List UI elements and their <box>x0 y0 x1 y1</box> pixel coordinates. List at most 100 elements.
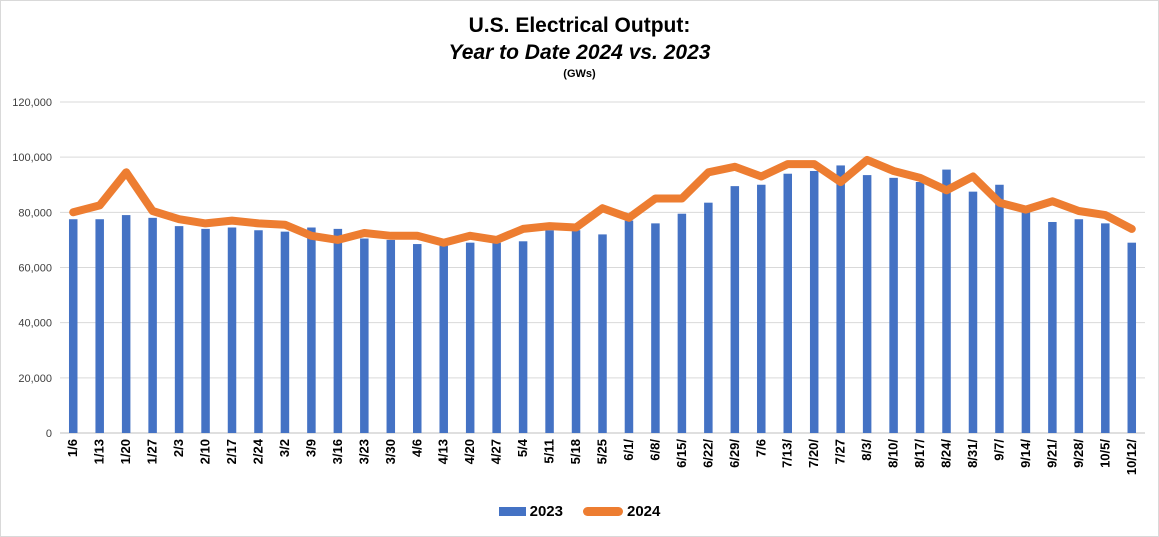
line-2024 <box>69 155 1136 247</box>
x-tick-label: 7/13/ <box>780 439 795 468</box>
x-tick-label: 1/27 <box>145 439 160 464</box>
y-tick-label: 0 <box>46 428 52 440</box>
x-tick-label: 10/12/ <box>1124 439 1139 476</box>
x-tick-label: 6/22/ <box>700 439 715 468</box>
bar-2023 <box>1048 221 1057 433</box>
x-tick-label: 8/3/ <box>859 439 874 461</box>
x-tick-label: 5/11 <box>542 439 557 464</box>
bar-2023 <box>704 202 713 433</box>
x-tick-label: 3/16 <box>330 439 345 464</box>
legend-label-2024: 2024 <box>627 503 661 520</box>
bar-2023 <box>889 177 898 433</box>
bar-2023 <box>465 242 475 433</box>
bar-2023 <box>1101 223 1110 433</box>
x-tick-label: 7/27 <box>833 439 848 464</box>
y-tick-label: 100,000 <box>12 152 52 164</box>
bar-2023 <box>942 169 951 433</box>
x-tick-label: 3/2 <box>277 439 292 457</box>
bar-2023 <box>148 217 157 433</box>
bar-2023 <box>386 239 396 433</box>
x-tick-label: 6/29/ <box>727 439 742 468</box>
x-tick-label: 10/5/ <box>1097 439 1112 468</box>
bar-2023 <box>68 219 78 433</box>
x-tick-label: 2/24 <box>250 438 265 464</box>
x-tick-label: 4/20 <box>462 439 477 464</box>
legend-swatch-2024 <box>583 507 623 516</box>
x-tick-label: 8/31/ <box>965 439 980 468</box>
bar-2023 <box>651 223 660 433</box>
x-tick-label: 4/6 <box>409 439 424 457</box>
bar-2023 <box>518 241 528 433</box>
x-tick-label: 9/21/ <box>1044 439 1059 468</box>
chart-title: U.S. Electrical Output: <box>468 14 691 37</box>
bar-2023 <box>360 238 369 433</box>
bar-2023 <box>1127 242 1137 433</box>
x-tick-label: 5/25 <box>595 439 610 464</box>
bar-2023 <box>1074 219 1084 433</box>
bar-2023 <box>95 219 104 433</box>
x-tick-label: 8/17/ <box>912 439 927 468</box>
bar-2023 <box>915 181 925 433</box>
bar-2023 <box>413 244 422 433</box>
legend: 2023 2024 <box>1 503 1158 520</box>
x-tick-label: 3/9 <box>303 439 318 457</box>
chart-units: (GWs) <box>563 68 596 80</box>
bar-2023 <box>995 184 1004 433</box>
y-tick-label: 60,000 <box>18 263 52 275</box>
bar-2023 <box>333 228 343 433</box>
bar-2023 <box>571 230 581 433</box>
y-tick-label: 120,000 <box>12 97 52 109</box>
x-tick-label: 2/3 <box>171 439 186 457</box>
chart-subtitle: Year to Date 2024 vs. 2023 <box>448 41 711 64</box>
x-tick-label: 8/10/ <box>886 439 901 468</box>
y-tick-label: 80,000 <box>18 207 52 219</box>
x-tick-label: 9/14/ <box>1018 439 1033 468</box>
x-tick-label: 7/20/ <box>806 439 821 468</box>
bar-2023 <box>809 170 819 434</box>
x-tick-label: 7/6 <box>753 439 768 457</box>
x-tick-label: 5/4 <box>515 438 530 457</box>
bar-2023 <box>174 226 184 433</box>
x-tick-label: 4/27 <box>489 439 504 464</box>
bar-2023 <box>968 191 978 433</box>
x-tick-label: 8/24/ <box>939 439 954 468</box>
bar-2023 <box>862 175 872 434</box>
x-tick-label: 6/15/ <box>674 439 689 468</box>
bar-2023 <box>201 228 210 433</box>
bar-2023 <box>545 230 554 433</box>
x-tick-label: 3/30 <box>383 439 398 464</box>
legend-label-2023: 2023 <box>529 503 563 520</box>
bar-2023 <box>254 230 263 433</box>
bar-2023 <box>757 184 766 433</box>
bar-2023 <box>730 186 740 433</box>
x-tick-label: 1/20 <box>118 439 133 464</box>
bar-2023 <box>677 213 687 433</box>
legend-swatch-2023 <box>498 507 526 516</box>
legend-item-2024: 2024 <box>583 503 660 520</box>
x-tick-label: 3/23 <box>356 439 371 464</box>
x-tick-label: 6/1/ <box>621 439 636 461</box>
bar-2023 <box>598 234 607 433</box>
x-tick-label: 9/28/ <box>1071 439 1086 468</box>
legend-item-2023: 2023 <box>498 503 563 520</box>
bar-2023 <box>307 227 316 433</box>
y-tick-label: 20,000 <box>18 373 52 385</box>
bar-2023 <box>1021 212 1031 433</box>
bar-2023 <box>121 215 131 433</box>
x-tick-label: 1/6 <box>65 439 80 457</box>
x-tick-label: 1/13 <box>92 439 107 464</box>
bar-2023 <box>227 227 237 433</box>
bar-2023 <box>280 231 290 433</box>
x-tick-label: 5/18 <box>568 439 583 464</box>
x-tick-label: 6/8/ <box>647 439 662 461</box>
bar-2023 <box>492 242 501 433</box>
chart-title-block: U.S. Electrical Output: Year to Date 202… <box>1 13 1158 81</box>
bar-2023 <box>836 165 845 434</box>
bar-2023 <box>783 173 792 433</box>
y-tick-label: 40,000 <box>18 318 52 330</box>
x-tick-label: 9/7/ <box>991 439 1006 461</box>
x-tick-label: 2/17 <box>224 439 239 464</box>
bar-2023 <box>439 245 448 433</box>
